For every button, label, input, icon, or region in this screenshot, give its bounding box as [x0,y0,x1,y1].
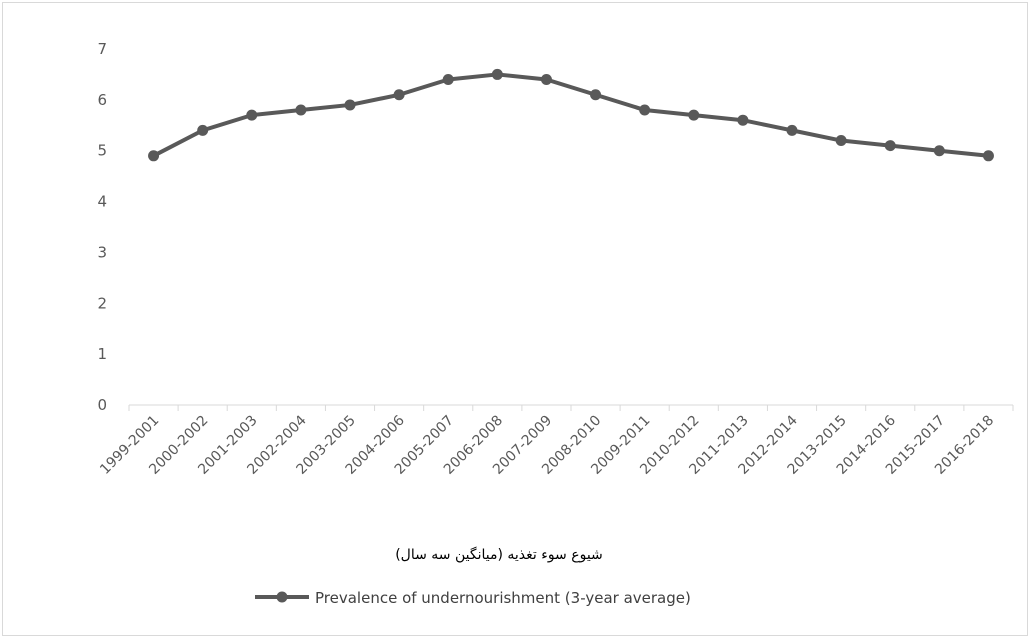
legend-marker [276,591,288,603]
series-line [151,72,991,158]
y-tick-label: 0 [97,396,107,414]
y-tick-label: 3 [97,243,107,261]
data-point [491,68,503,80]
data-point [246,109,258,121]
data-point [737,114,749,126]
y-tick-label: 7 [97,40,107,58]
data-point [393,89,405,101]
legend: Prevalence of undernourishment (3-year a… [255,589,691,607]
data-point [639,104,651,116]
data-point [148,150,160,162]
data-point [442,74,454,86]
data-point [835,135,847,147]
y-tick-label: 1 [97,345,107,363]
y-tick-label: 4 [97,193,107,211]
x-axis-ticks [128,405,1014,411]
data-point [688,109,700,121]
data-point [884,140,896,152]
data-point [197,124,209,136]
y-tick-label: 5 [97,142,107,160]
legend-label: Prevalence of undernourishment (3-year a… [315,589,691,607]
data-point [786,124,798,136]
line-chart: 0 1 2 3 4 5 6 7 1999-20012000-20022001-20032002… [97,40,1014,607]
x-axis-title: شیوع سوء تغذیه (میانگین سه سال) [395,546,603,563]
y-tick-label: 2 [97,294,107,312]
x-axis-tick-labels: 1999-20012000-20022001-20032002-20042003… [97,412,997,477]
y-tick-label: 6 [97,91,107,109]
y-axis-tick-labels: 0 1 2 3 4 5 6 7 [97,40,107,414]
series-layer [148,68,994,162]
data-point [295,104,307,116]
data-point [540,74,552,86]
data-point [982,150,994,162]
data-point [933,145,945,157]
data-point [344,99,356,111]
data-point [590,89,602,101]
